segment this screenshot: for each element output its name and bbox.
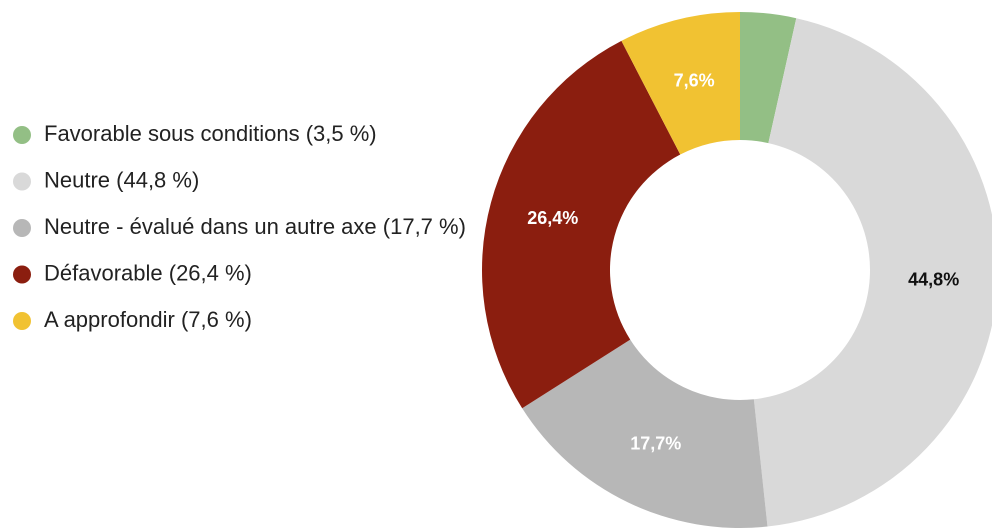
value-label: 26,4% xyxy=(527,208,578,228)
legend-swatch xyxy=(13,312,31,330)
slice xyxy=(522,339,768,528)
slice xyxy=(481,40,681,409)
legend-label: Défavorable (26,4 %) xyxy=(44,260,252,285)
value-label: 17,7% xyxy=(630,434,681,454)
legend-swatch xyxy=(13,265,31,284)
slice xyxy=(621,12,740,155)
value-label: 7,6% xyxy=(674,70,715,90)
legend-label: A approfondir (7,6 %) xyxy=(44,307,252,332)
legend-swatch xyxy=(13,172,31,191)
slice xyxy=(740,12,797,144)
legend-label: Neutre - évalué dans un autre axe (17,7 … xyxy=(44,214,466,239)
value-label: 44,8% xyxy=(908,270,959,290)
legend-label: Neutre (44,8 %) xyxy=(44,167,199,192)
legend-label: Favorable sous conditions (3,5 %) xyxy=(44,121,377,146)
slice xyxy=(753,18,992,527)
legend-swatch xyxy=(13,126,31,144)
legend-swatch xyxy=(13,219,31,237)
